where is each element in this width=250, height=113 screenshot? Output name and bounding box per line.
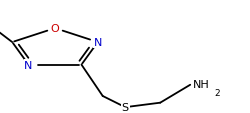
Text: N: N [24, 60, 33, 70]
Text: O: O [50, 24, 59, 34]
Text: NH: NH [193, 79, 210, 89]
Text: S: S [122, 102, 129, 112]
Text: 2: 2 [214, 88, 220, 97]
Text: N: N [94, 38, 102, 48]
